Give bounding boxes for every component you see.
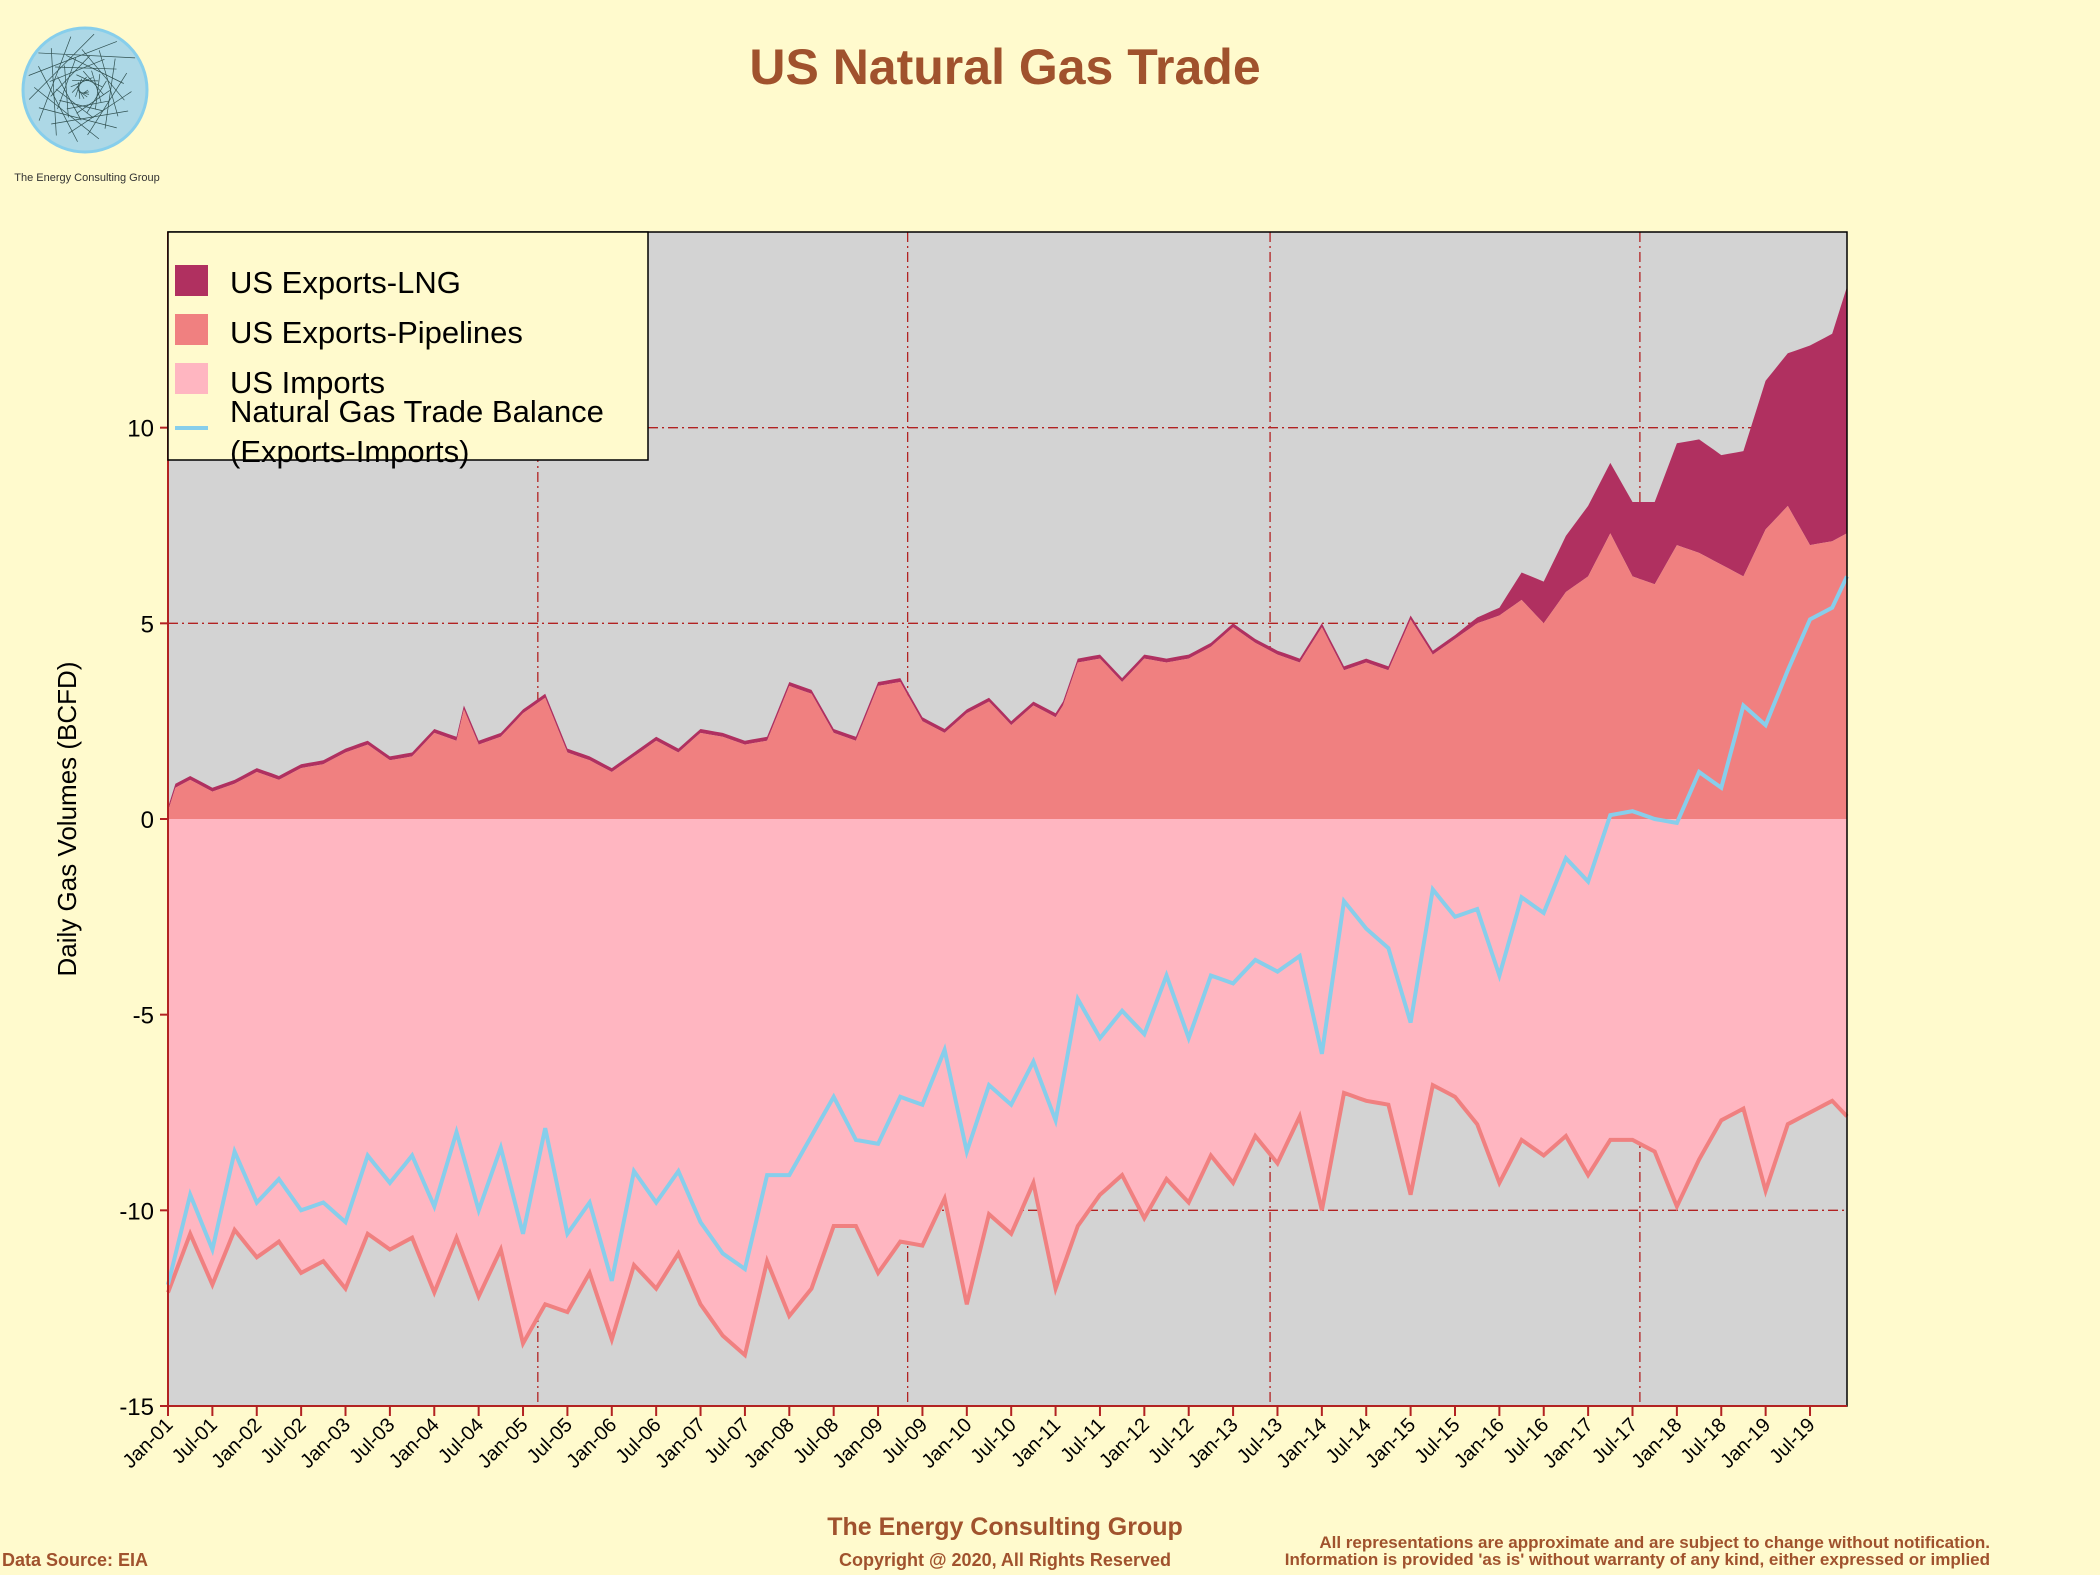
x-tick-label: Jan-02 [207, 1414, 266, 1473]
y-tick-label: 10 [127, 416, 154, 443]
y-tick-label: -5 [133, 1003, 154, 1030]
logo-spiral-stroke [49, 58, 105, 82]
line-series [166, 575, 1849, 1359]
spiral-logo-icon [21, 26, 149, 154]
logo-spiral-stroke [28, 33, 95, 100]
logo-spiral-stroke [51, 110, 129, 125]
y-tick-label: 0 [141, 807, 154, 834]
x-tick-label: Jan-16 [1450, 1414, 1509, 1473]
legend-label-balance-sub: (Exports-Imports) [230, 434, 469, 469]
y-axis-ticks: -15 -10 -5 0 5 10 [119, 416, 168, 1421]
x-tick-label: Jan-12 [1095, 1414, 1154, 1473]
logo-spiral-stroke [38, 107, 117, 129]
x-tick-label: Jan-07 [651, 1414, 710, 1473]
footer-data-source: Data Source: EIA [2, 1550, 149, 1570]
legend-box [167, 231, 649, 461]
logo-spiral-stroke [98, 50, 119, 117]
logo-spiral-stroke [76, 74, 103, 88]
x-tick-label: Jan-01 [119, 1414, 178, 1473]
logo-spiral-stroke [87, 72, 128, 136]
logo-spiral-stroke [104, 58, 116, 129]
disclaimer-line-1: All representations are approximate and … [1319, 1533, 1990, 1552]
logo-spiral-stroke [75, 78, 82, 97]
x-tick-label: Jan-05 [474, 1414, 533, 1473]
logo-spiral-stroke [66, 55, 124, 84]
x-tick-label: Jan-14 [1273, 1414, 1332, 1473]
logo-spiral-stroke [82, 70, 104, 95]
pipeline-exports-area [168, 505, 1847, 819]
legend-swatch-lng [175, 265, 208, 296]
footer-disclaimer: All representations are approximate and … [1285, 1534, 1990, 1568]
logo-spiral-stroke [50, 48, 57, 136]
x-tick-label: Jan-13 [1184, 1414, 1243, 1473]
x-axis-ticks: Jan-01Jul-01Jan-02Jul-02Jan-03Jul-03Jan-… [119, 1406, 1820, 1473]
logo-spiral-stroke [57, 76, 82, 121]
footer-copyright: Copyright @ 2020, All Rights Reserved [839, 1550, 1171, 1570]
footer-organization: The Energy Consulting Group [827, 1513, 1183, 1541]
imports-area [168, 819, 1847, 1356]
x-tick-label: Jan-06 [563, 1414, 622, 1473]
logo-spiral-stroke [38, 52, 136, 59]
logo-spiral-stroke [28, 41, 118, 76]
legend-label-pipelines: US Exports-Pipelines [230, 315, 523, 350]
logo-spiral-stroke [81, 49, 125, 101]
x-tick-label: Jan-11 [1007, 1414, 1065, 1472]
imports-line [166, 1082, 1849, 1359]
x-tick-label: Jan-04 [385, 1414, 444, 1473]
y-tick-label: 5 [141, 611, 154, 638]
legend-label-balance: Natural Gas Trade Balance [230, 394, 604, 429]
x-tick-label: Jan-09 [829, 1414, 888, 1473]
logo-spiral-stroke [34, 87, 100, 140]
logo-spiral-stroke [38, 36, 72, 121]
logo-spiral-stroke [55, 88, 94, 119]
y-tick-label: -10 [119, 1198, 154, 1225]
disclaimer-line-2: Information is provided 'as is' without … [1284, 1550, 1990, 1569]
logo-spiral-stroke [77, 82, 81, 99]
logo-caption: The Energy Consulting Group [14, 172, 160, 184]
legend-label-imports: US Imports [230, 365, 385, 400]
legend-swatch-pipelines [175, 314, 208, 345]
logo-spiral-stroke [68, 91, 132, 134]
y-tick-label: -15 [119, 1394, 154, 1421]
logo-spiral-stroke [66, 100, 109, 110]
x-tick-label: Jan-03 [296, 1414, 355, 1473]
legend-swatch-imports [175, 363, 208, 394]
trade-balance-line [166, 575, 1849, 1286]
logo-spiral-stroke [55, 66, 117, 70]
logo-spiral-stroke [57, 57, 77, 110]
legend: US Exports-LNG US Exports-Pipelines US I… [167, 231, 649, 469]
x-tick-label: Jan-19 [1716, 1414, 1775, 1473]
logo-spiral-stroke [71, 76, 87, 93]
x-tick-label: Jan-08 [740, 1414, 799, 1473]
x-tick-label: Jan-18 [1628, 1414, 1687, 1473]
logo-spiral-stroke [59, 100, 104, 112]
x-tick-label: Jan-10 [918, 1414, 977, 1473]
logo-spiral-stroke [70, 77, 93, 88]
y-axis-label: Daily Gas Volumes (BCFD) [52, 662, 82, 977]
logo-spiral-stroke [38, 66, 78, 142]
logo-spiral-stroke [50, 55, 91, 97]
chart-title: US Natural Gas Trade [749, 39, 1261, 95]
legend-label-lng: US Exports-LNG [230, 265, 461, 300]
x-tick-label: Jan-15 [1361, 1414, 1420, 1473]
logo-spiral-stroke [64, 65, 69, 118]
x-tick-label: Jul-19 [1765, 1414, 1819, 1468]
area-series [168, 286, 1847, 1356]
x-tick-label: Jan-17 [1539, 1414, 1598, 1473]
